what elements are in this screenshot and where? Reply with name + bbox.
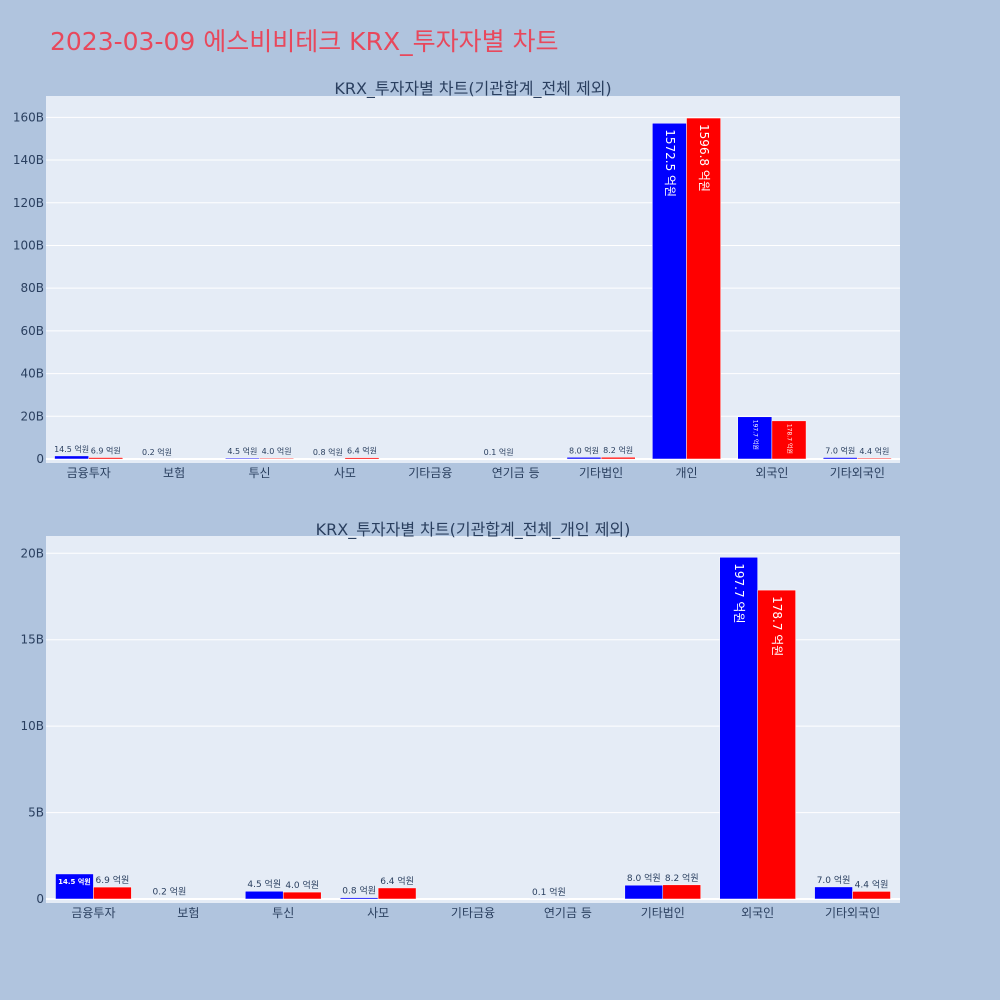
bar-value-label: 7.0 억원 [825, 446, 855, 456]
y-tick-label: 10B [20, 719, 44, 733]
buy-bar [737, 416, 773, 460]
x-tick-label: 기타외국인 [825, 906, 880, 920]
x-tick-label: 투신 [248, 466, 270, 480]
x-tick-label: 투신 [272, 906, 294, 920]
bar-value-label: 6.9 억원 [91, 446, 121, 456]
x-tick-label: 기타법인 [641, 906, 685, 920]
buy-bar [624, 884, 664, 900]
bar-value-label: 0.8 억원 [313, 447, 343, 457]
y-tick-label: 80B [20, 281, 44, 295]
x-tick-label: 연기금 등 [544, 906, 592, 920]
y-tick-label: 15B [20, 633, 44, 647]
bar-value-label: 178.7 억원 [785, 424, 793, 454]
bar-value-label: 14.5 억원 [54, 444, 89, 454]
x-tick-label: 보험 [177, 906, 199, 920]
bar-value-label: 4.4 억원 [855, 878, 889, 890]
y-tick-label: 120B [13, 196, 44, 210]
page-title: 2023-03-09 에스비비테크 KRX_투자자별 차트 [50, 27, 559, 56]
chart-1: KRX_투자자별 차트(기관합계_전체 제외) 0 20B 40B 60B 80B 100B… [13, 79, 900, 480]
y-tick-label: 5B [28, 806, 44, 820]
y-tick-label: 160B [13, 110, 44, 124]
bar-value-label: 6.4 억원 [380, 875, 414, 887]
sell-bar [88, 457, 124, 460]
sell-bar [857, 457, 892, 460]
x-tick-label: 보험 [163, 466, 185, 480]
y-tick-label: 40B [20, 367, 44, 381]
buy-bar [566, 457, 602, 460]
buy-bar [814, 886, 853, 900]
bar-value-label: 4.4 억원 [859, 446, 889, 456]
x-tick-label: 기타금융 [408, 466, 452, 480]
buy-bar [339, 897, 379, 900]
x-tick-label: 연기금 등 [492, 466, 540, 480]
bar-value-label: 197.7 억원 [732, 563, 746, 623]
sell-bar [852, 891, 891, 900]
chart-title: KRX_투자자별 차트(기관합계_전체_개인 제외) [316, 520, 631, 540]
buy-bar [719, 557, 758, 900]
sell-bar [259, 457, 294, 460]
y-tick-label: 0 [36, 452, 44, 466]
y-tick-label: 20B [20, 409, 44, 423]
sell-bar [686, 117, 721, 460]
sell-bar [282, 891, 322, 900]
bar-value-label: 7.0 억원 [817, 874, 851, 886]
buy-bar [54, 455, 89, 460]
buy-bar [225, 457, 260, 460]
x-tick-label: 사모 [334, 466, 356, 480]
sell-bar [662, 884, 701, 900]
bar-value-label: 8.2 억원 [665, 872, 699, 884]
sell-bar [93, 886, 132, 900]
buy-bar [55, 873, 94, 900]
y-tick-label: 60B [20, 324, 44, 338]
bar-value-label: 178.7 억원 [770, 596, 784, 656]
bar-value-label: 4.5 억원 [247, 878, 281, 890]
buy-bar [652, 122, 687, 460]
chart-2: KRX_투자자별 차트(기관합계_전체_개인 제외) 0 5B 10B 15B 20B 금융… [20, 520, 900, 920]
bar-value-label: 4.0 억원 [262, 446, 292, 456]
y-tick-label: 20B [20, 546, 44, 560]
plot-area [46, 96, 900, 463]
sell-bar [771, 420, 807, 460]
sell-bar [377, 887, 417, 900]
sell-bar [757, 589, 796, 900]
bar-value-label: 8.0 억원 [627, 872, 661, 884]
bar-value-label: 0.2 억원 [152, 886, 186, 898]
bar-value-label: 4.5 억원 [227, 446, 257, 456]
bar-value-label: 8.2 억원 [603, 445, 633, 455]
bar-value-label: 6.4 억원 [347, 446, 377, 456]
x-tick-label: 금융투자 [67, 466, 111, 480]
bar-value-label: 0.2 억원 [142, 447, 172, 457]
x-tick-label: 기타금융 [451, 906, 495, 920]
buy-bar [245, 890, 284, 900]
bar-value-label: 0.8 억원 [342, 885, 376, 897]
bar-value-label: 0.1 억원 [532, 886, 566, 898]
bar-value-label: 1596.8 억원 [697, 124, 711, 192]
bar-value-label: 0.1 억원 [484, 447, 514, 457]
sell-bar [600, 456, 636, 460]
bar-value-label: 4.0 억원 [285, 879, 319, 891]
sell-bar [344, 457, 380, 460]
bar-value-label: 8.0 억원 [569, 445, 599, 455]
x-tick-label: 기타법인 [579, 466, 623, 480]
x-tick-label: 외국인 [741, 906, 774, 920]
x-tick-label: 기타외국인 [830, 466, 885, 480]
buy-bar [822, 457, 858, 460]
x-tick-label: 금융투자 [71, 906, 115, 920]
x-tick-label: 사모 [367, 906, 389, 920]
bar-value-label: 14.5 억원 [58, 877, 91, 886]
bar-value-label: 197.7 억원 [751, 420, 759, 450]
y-tick-label: 100B [13, 238, 44, 252]
y-tick-label: 0 [36, 892, 44, 906]
y-tick-label: 140B [13, 153, 44, 167]
bar-value-label: 6.9 억원 [96, 874, 130, 886]
chart-title: KRX_투자자별 차트(기관합계_전체 제외) [334, 79, 611, 99]
x-tick-label: 외국인 [755, 466, 788, 480]
bar-value-label: 1572.5 억원 [663, 129, 677, 197]
x-tick-label: 개인 [675, 466, 697, 480]
